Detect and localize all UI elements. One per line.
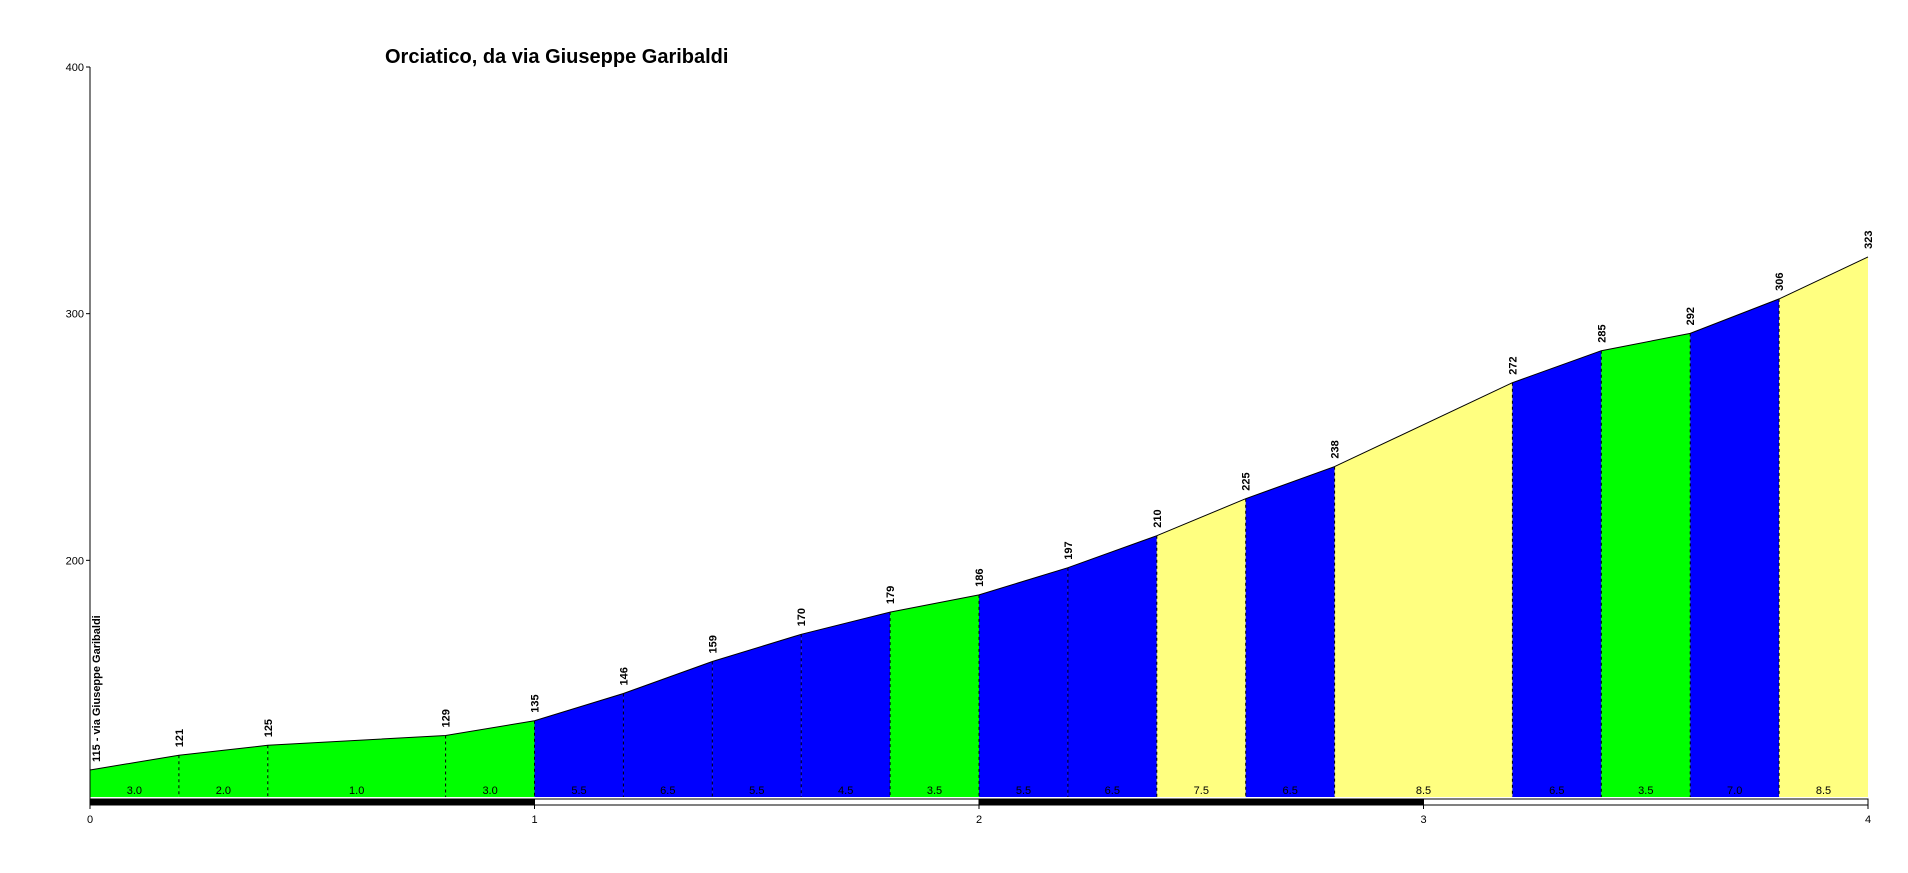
gradient-segment-12 <box>1156 498 1246 797</box>
distance-bar-km-4 <box>1423 798 1869 806</box>
gradient-label-3: 1.0 <box>349 785 364 797</box>
elevation-label-125: 125 <box>263 719 275 737</box>
gradient-segment-16 <box>1601 333 1691 797</box>
gradient-label-10: 5.5 <box>1016 785 1031 797</box>
x-tick-label-2: 2 <box>976 814 982 826</box>
gradient-segment-14 <box>1334 382 1513 797</box>
elevation-label-323: 323 <box>1863 231 1875 249</box>
gradient-label-8: 4.5 <box>838 785 853 797</box>
gradient-label-17: 7.0 <box>1727 785 1742 797</box>
gradient-label-18: 8.5 <box>1816 785 1831 797</box>
gradient-label-1: 3.0 <box>127 785 142 797</box>
gradient-segment-6 <box>623 661 713 797</box>
elevation-label-170: 170 <box>796 608 808 626</box>
gradient-label-4: 3.0 <box>482 785 497 797</box>
elevation-label-179: 179 <box>885 586 897 604</box>
gradient-segment-7 <box>712 634 802 797</box>
gradient-label-13: 6.5 <box>1283 785 1298 797</box>
x-tick-label-1: 1 <box>531 814 537 826</box>
gradient-label-11: 6.5 <box>1105 785 1120 797</box>
elevation-label-292: 292 <box>1685 307 1697 325</box>
distance-bar-km-1 <box>89 798 535 806</box>
elevation-label-238: 238 <box>1330 440 1342 458</box>
gradient-segment-4 <box>445 720 535 797</box>
elevation-label-129: 129 <box>441 709 453 727</box>
gradient-segment-11 <box>1067 535 1157 797</box>
elevation-label-225: 225 <box>1241 472 1253 490</box>
gradient-label-14: 8.5 <box>1416 785 1431 797</box>
distance-bar-km-2 <box>534 798 980 806</box>
elevation-label-186: 186 <box>974 569 986 587</box>
elevation-label-285: 285 <box>1596 324 1608 342</box>
elevation-label-272: 272 <box>1507 356 1519 374</box>
gradient-segment-9 <box>890 594 979 797</box>
gradient-segment-3 <box>267 735 446 797</box>
gradient-segment-13 <box>1245 466 1335 797</box>
gradient-segment-1 <box>90 755 179 797</box>
gradient-label-2: 2.0 <box>216 785 231 797</box>
y-tick-label-200: 200 <box>66 555 84 567</box>
gradient-segment-8 <box>801 612 891 797</box>
gradient-label-7: 5.5 <box>749 785 764 797</box>
x-tick-label-4: 4 <box>1865 814 1871 826</box>
x-tick-label-3: 3 <box>1420 814 1426 826</box>
gradient-label-16: 3.5 <box>1638 785 1653 797</box>
gradient-label-5: 5.5 <box>571 785 586 797</box>
elevation-label-135: 135 <box>530 694 542 712</box>
x-tick-label-0: 0 <box>87 814 93 826</box>
chart-title: Orciatico, da via Giuseppe Garibaldi <box>385 46 728 68</box>
gradient-segment-18 <box>1779 256 1868 797</box>
elevation-label-159: 159 <box>707 635 719 653</box>
gradient-label-6: 6.5 <box>660 785 675 797</box>
gradient-label-12: 7.5 <box>1194 785 1209 797</box>
gradient-segment-10 <box>979 567 1068 797</box>
distance-bar-km-3 <box>978 798 1424 806</box>
gradient-segment-17 <box>1690 298 1780 797</box>
elevation-label-197: 197 <box>1063 541 1075 559</box>
elevation-label-306: 306 <box>1774 273 1786 291</box>
elevation-label-146: 146 <box>618 667 630 685</box>
y-tick-label-300: 300 <box>66 309 84 321</box>
gradient-segment-5 <box>534 693 624 797</box>
gradient-label-9: 3.5 <box>927 785 942 797</box>
elevation-label-121: 121 <box>174 729 186 747</box>
gradient-segment-2 <box>178 745 268 797</box>
y-tick-label-400: 400 <box>66 62 84 74</box>
gradient-label-15: 6.5 <box>1549 785 1564 797</box>
elevation-label-210: 210 <box>1152 509 1164 527</box>
start-label: 115 - via Giuseppe Garibaldi <box>91 615 103 762</box>
gradient-segment-15 <box>1512 350 1602 797</box>
